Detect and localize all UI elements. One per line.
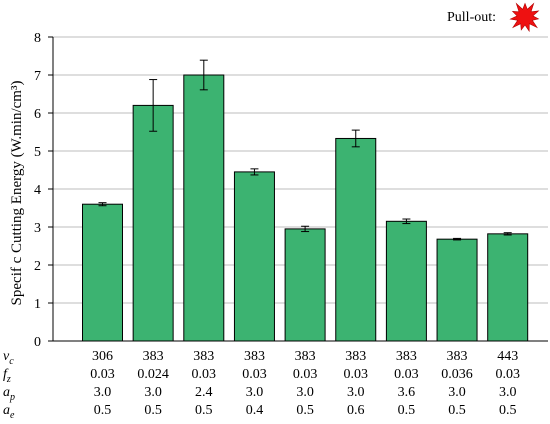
parameter-value: 0.4 [246,403,264,418]
bar [183,74,225,342]
y-axis-label: Specif c Cutting Energy (W.min/cm³) [9,81,25,306]
parameter-value: 383 [244,349,265,364]
parameter-value: 3.0 [144,385,162,400]
parameter-value: 3.0 [94,385,112,400]
legend: Pull-out: [447,2,540,33]
parameter-value: 0.5 [499,403,517,418]
y-tick-labels: 0 1 2 3 4 5 6 7 8 [34,31,41,350]
parameter-value: 383 [193,349,214,364]
parameter-value: 0.5 [144,403,162,418]
parameter-value: 0.03 [394,367,419,382]
parameter-value: 0.03 [192,367,217,382]
y-tick-label: 0 [34,335,41,350]
bar [132,104,174,342]
y-tick-label: 4 [34,183,41,198]
error-bars [98,59,512,241]
parameter-value: 3.0 [296,385,314,400]
parameter-value: 0.5 [94,403,112,418]
parameter-value: 0.03 [242,367,267,382]
parameter-value: 0.6 [347,403,365,418]
parameter-value: 0.024 [137,367,169,382]
bar [233,171,275,342]
parameter-value: 3.0 [499,385,517,400]
y-tick-label: 7 [34,69,41,84]
parameter-value: 3.0 [448,385,466,400]
parameter-value: 383 [447,349,468,364]
parameter-value: 383 [396,349,417,364]
parameter-value: 0.5 [448,403,466,418]
parameter-value: 306 [92,349,113,364]
parameter-value: 0.03 [293,367,318,382]
bar [335,137,377,342]
parameter-value: 383 [295,349,316,364]
y-tick-label: 8 [34,31,41,46]
y-tick-label: 6 [34,107,41,122]
parameter-value: 0.03 [495,367,520,382]
bars [82,74,529,342]
parameter-value: 0.036 [441,367,473,382]
parameter-value: 2.4 [195,385,213,400]
parameter-symbol: ap [3,385,15,403]
parameter-value: 0.5 [195,403,213,418]
y-tick-label: 2 [34,259,41,274]
red-starburst-icon [509,2,540,33]
parameter-table: vc 306 383 383 383 383 383 383 383 443 fz 0.03 0.024… [3,349,520,421]
bar [436,238,478,342]
bar [487,233,529,342]
parameter-value: 0.5 [398,403,416,418]
parameter-value: 383 [345,349,366,364]
parameter-symbol: fz [3,367,11,385]
bar [385,220,427,342]
parameter-value: 0.03 [90,367,115,382]
parameter-value: 383 [143,349,164,364]
bar [82,203,123,342]
parameter-symbol: vc [3,349,14,367]
legend-label: Pull-out: [447,10,496,25]
parameter-value: 3.0 [246,385,264,400]
y-tick-label: 3 [34,221,41,236]
parameter-value: 443 [497,349,518,364]
parameter-symbol: ae [3,403,15,421]
y-tick-label: 5 [34,145,41,160]
parameter-value: 0.03 [344,367,369,382]
parameter-value: 3.0 [347,385,365,400]
axes [48,36,548,342]
parameter-value: 0.5 [296,403,314,418]
parameter-value: 3.6 [398,385,416,400]
bar [284,228,326,342]
y-tick-label: 1 [34,297,41,312]
